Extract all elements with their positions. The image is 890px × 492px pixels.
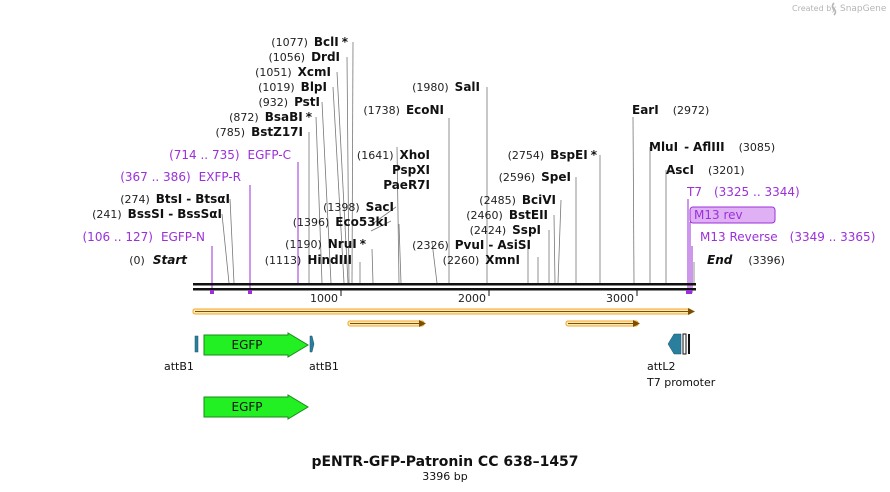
feature-attb1-left-label: attB1 <box>164 360 194 373</box>
feature-attb1-right <box>309 335 315 353</box>
feature-egfp-2 <box>203 394 309 420</box>
site-sali: (1980) SalI <box>412 80 480 94</box>
site-xmni: (2260) XmnI <box>443 253 520 267</box>
ruler-label-2000: 2000 <box>458 292 486 305</box>
dna-backbone <box>193 283 696 291</box>
plasmid-length: 3396 bp <box>422 470 467 483</box>
primer-egfp-c: (714 .. 735) EGFP-C <box>169 148 291 162</box>
site-end: End (3396) <box>707 253 785 267</box>
plasmid-title: pENTR-GFP-Patronin CC 638–1457 <box>311 454 578 470</box>
feature-egfp-1 <box>203 332 309 358</box>
site-hindiii: (1113) HindIII <box>265 253 352 267</box>
site-start: (0) Start <box>129 253 188 267</box>
primer-m13rev: M13 rev <box>694 208 743 222</box>
primer-m13rev-highlight <box>689 206 776 224</box>
feature-t7-promoter-label: T7 promoter <box>646 376 716 389</box>
site-psti: (932) PstI <box>258 95 320 109</box>
site-bsteii: (2460) BstEII <box>466 208 548 222</box>
primer-marks <box>210 290 692 294</box>
site-bcli: (1077) BclI * <box>271 35 348 49</box>
primer-leader-lines <box>211 162 693 293</box>
site-sspi: (2424) SspI <box>470 223 541 237</box>
credit-prefix: Created by <box>792 4 836 13</box>
primer-egfp-n: (106 .. 127) EGFP-N <box>83 230 206 244</box>
site-saci: (1398) SacI <box>323 200 394 214</box>
feature-t7-promoter-mark <box>682 333 687 355</box>
site-drdi: (1056) DrdI <box>268 50 340 64</box>
site-bcivi: (2485) BciVI <box>479 193 556 207</box>
primer-m13-reverse: M13 Reverse (3349 .. 3365) <box>700 230 875 244</box>
site-xcmi: (1051) XcmI <box>255 65 331 79</box>
orf-arrows <box>192 308 695 327</box>
feature-attl2-label: attL2 <box>647 360 676 373</box>
feature-attb1-left <box>194 335 199 353</box>
feature-egfp-2-label: EGFP <box>231 400 262 414</box>
site-bsabi: (872) BsaBI * <box>229 110 313 124</box>
site-bspei: (2754) BspEI * <box>508 148 598 162</box>
site-btsi: (274) BtsI - BtsαI <box>120 192 230 206</box>
site-xhoi: (1641) XhoI <box>357 148 430 162</box>
primer-t7: T7 (3325 .. 3344) <box>686 185 800 199</box>
site-pspxi: PspXI <box>392 163 430 177</box>
site-leader-lines <box>221 41 695 284</box>
site-eco53ki: (1396) Eco53kI <box>293 215 388 229</box>
feature-attl2 <box>667 333 682 355</box>
site-bstz17i: (785) BstZ17I <box>216 125 303 139</box>
snapgene-logo-icon <box>831 2 837 16</box>
site-mlui: MluI - AflIII (3085) <box>649 140 775 154</box>
primer-exfp-r: (367 .. 386) EXFP-R <box>120 170 241 184</box>
site-econi: (1738) EcoNI <box>363 103 444 117</box>
ruler-label-1000: 1000 <box>310 292 338 305</box>
feature-t7-promoter <box>688 334 690 354</box>
site-pvui: (2326) PvuI - AsiSI <box>412 238 531 252</box>
site-bsssi: (241) BssSI - BssSαI <box>92 207 222 221</box>
site-eari: EarI (2972) <box>632 103 709 117</box>
ruler-label-3000: 3000 <box>606 292 634 305</box>
feature-egfp-1-label: EGFP <box>231 338 262 352</box>
credit-brand: SnapGene <box>840 4 887 14</box>
site-paer7i: PaeR7I <box>383 178 430 192</box>
feature-attb1-right-label: attB1 <box>309 360 339 373</box>
site-spei: (2596) SpeI <box>499 170 571 184</box>
site-blpi: (1019) BlpI <box>258 80 327 94</box>
site-asci: AscI (3201) <box>666 163 745 177</box>
site-nrui: (1190) NruI * <box>285 237 367 251</box>
ruler-ticks <box>340 290 638 296</box>
